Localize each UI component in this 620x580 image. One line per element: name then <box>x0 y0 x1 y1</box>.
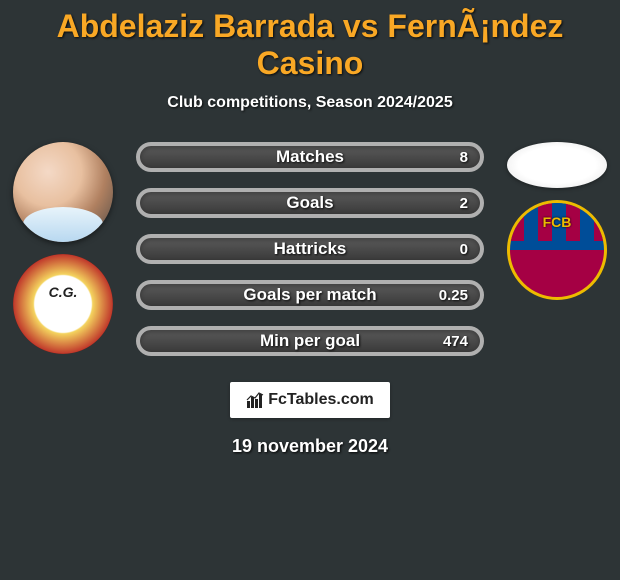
page-subtitle: Club competitions, Season 2024/2025 <box>0 94 620 112</box>
player-avatar-left <box>13 142 113 242</box>
club-logo-right <box>507 200 607 300</box>
stat-label: Goals <box>140 193 480 213</box>
stat-value-right: 474 <box>443 333 468 350</box>
stat-value-right: 2 <box>460 195 468 212</box>
left-column <box>8 142 118 354</box>
stat-label: Min per goal <box>140 331 480 351</box>
right-column <box>502 142 612 300</box>
stat-label: Matches <box>140 147 480 167</box>
footer-date: 19 november 2024 <box>0 436 620 457</box>
stat-row-gpm: Goals per match 0.25 <box>136 280 484 310</box>
page-title: Abdelaziz Barrada vs FernÃ¡ndez Casino <box>0 8 620 82</box>
stat-label: Goals per match <box>140 285 480 305</box>
stat-value-right: 8 <box>460 149 468 166</box>
stat-value-right: 0.25 <box>439 287 468 304</box>
stat-row-mpg: Min per goal 474 <box>136 326 484 356</box>
brand-badge: FcTables.com <box>230 382 390 418</box>
stat-row-hattricks: Hattricks 0 <box>136 234 484 264</box>
brand-text: FcTables.com <box>268 391 374 409</box>
bar-chart-icon <box>246 391 264 409</box>
stat-row-goals: Goals 2 <box>136 188 484 218</box>
stat-label: Hattricks <box>140 239 480 259</box>
infographic-container: Abdelaziz Barrada vs FernÃ¡ndez Casino C… <box>0 0 620 457</box>
stat-row-matches: Matches 8 <box>136 142 484 172</box>
player-avatar-right <box>507 142 607 188</box>
stats-bars: Matches 8 Goals 2 Hattricks 0 Goals per … <box>136 142 484 356</box>
main-area: Matches 8 Goals 2 Hattricks 0 Goals per … <box>0 142 620 356</box>
club-logo-left <box>13 254 113 354</box>
stat-value-right: 0 <box>460 241 468 258</box>
